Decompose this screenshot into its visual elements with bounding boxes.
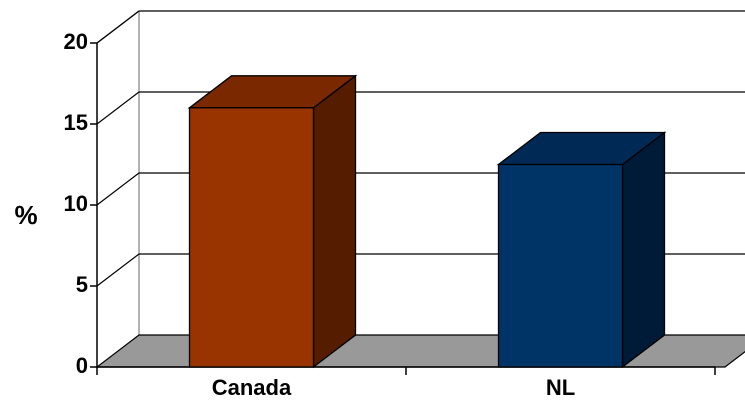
y-tick-label: 0 bbox=[76, 353, 88, 378]
x-tick-label: Canada bbox=[212, 375, 292, 400]
y-tick-label: 20 bbox=[64, 29, 88, 54]
labels: 0 5 10 15 20 Canada NL bbox=[64, 29, 576, 400]
gridline-side bbox=[96, 91, 140, 125]
y-tick-label: 10 bbox=[64, 191, 88, 216]
bar-side-face bbox=[621, 131, 666, 369]
bar-side-face bbox=[312, 74, 357, 369]
gridline-side bbox=[96, 10, 140, 44]
bar-nl bbox=[496, 131, 667, 369]
gridline-side bbox=[96, 253, 140, 287]
x-tick-label: NL bbox=[546, 375, 575, 400]
gridline-side bbox=[96, 172, 140, 206]
bars bbox=[187, 74, 667, 369]
y-tick-label: 5 bbox=[76, 272, 88, 297]
y-axis-label: % bbox=[14, 200, 37, 230]
y-tick-label: 15 bbox=[64, 110, 88, 135]
bar-front-face bbox=[497, 163, 624, 368]
chart-walls bbox=[96, 10, 140, 335]
bar-canada bbox=[187, 74, 358, 369]
bar-front-face bbox=[188, 107, 315, 368]
